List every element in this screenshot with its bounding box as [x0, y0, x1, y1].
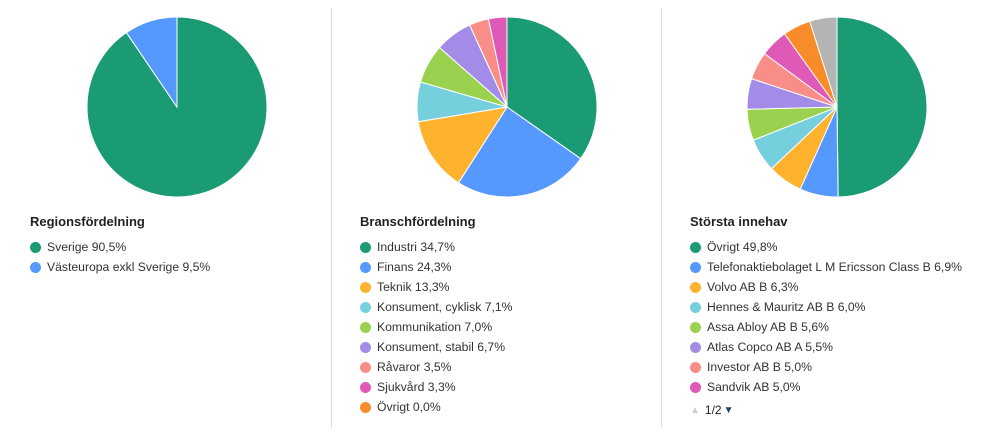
legend-item[interactable]: Volvo AB B 6,3% [690, 277, 962, 297]
legend-label: Konsument, cyklisk 7,1% [377, 300, 513, 314]
legend-pager: ▲ 1/2 ▼ [690, 403, 734, 417]
pie-chart-holdings [746, 16, 928, 198]
pie-slice-0[interactable] [506, 16, 598, 160]
legend-label: Övrigt 49,8% [707, 240, 778, 254]
legend-label: Hennes & Mauritz AB B 6,0% [707, 300, 866, 314]
pie-slice-7[interactable] [487, 16, 508, 108]
pie-slice-1[interactable] [457, 106, 582, 198]
legend-swatch [690, 261, 701, 273]
legend-label: Sjukvård 3,3% [377, 380, 456, 394]
legend-item[interactable]: Investor AB B 5,0% [690, 357, 962, 377]
chart-title-industry: Branschfördelning [360, 214, 476, 229]
legend-label: Volvo AB B 6,3% [707, 280, 799, 294]
legend-label: Sverige 90,5% [47, 240, 127, 254]
legend-swatch [690, 361, 701, 373]
legend-swatch [360, 281, 371, 293]
legend-item[interactable]: Konsument, cyklisk 7,1% [360, 297, 512, 317]
pager-down-icon[interactable]: ▼ [723, 404, 734, 416]
legend-item[interactable]: Sandvik AB 5,0% [690, 377, 962, 397]
panel-divider [331, 8, 332, 428]
legend-label: Telefonaktiebolaget L M Ericsson Class B… [707, 260, 962, 274]
legend-label: Sandvik AB 5,0% [707, 380, 801, 394]
legend-swatch [360, 381, 371, 393]
legend-item[interactable]: Telefonaktiebolaget L M Ericsson Class B… [690, 257, 962, 277]
legend-label: Industri 34,7% [377, 240, 455, 254]
legend-swatch [690, 281, 701, 293]
pager-up-icon[interactable]: ▲ [690, 404, 700, 416]
pager-text: 1/2 [704, 403, 722, 417]
legend-label: Övrigt 0,0% [377, 400, 441, 414]
legend-region: Sverige 90,5% Västeuropa exkl Sverige 9,5… [30, 237, 210, 277]
legend-item[interactable]: Atlas Copco AB A 5,5% [690, 337, 962, 357]
legend-item[interactable]: Sverige 90,5% [30, 237, 210, 257]
legend-swatch [360, 401, 371, 413]
legend-item[interactable]: Finans 24,3% [360, 257, 512, 277]
legend-label: Råvaror 3,5% [377, 360, 452, 374]
pie-chart-region [86, 16, 268, 198]
legend-label: Teknik 13,3% [377, 280, 450, 294]
legend-label: Investor AB B 5,0% [707, 360, 813, 374]
chart-panel-holdings: Största innehav Övrigt 49,8% Telefonaktie… [690, 0, 987, 433]
legend-item[interactable]: Västeuropa exkl Sverige 9,5% [30, 257, 210, 277]
chart-title-holdings: Största innehav [690, 214, 788, 229]
legend-holdings: Övrigt 49,8% Telefonaktiebolaget L M Eric… [690, 237, 962, 397]
legend-item[interactable]: Sjukvård 3,3% [360, 377, 512, 397]
legend-label: Konsument, stabil 6,7% [377, 340, 506, 354]
legend-swatch [360, 321, 371, 333]
legend-item[interactable]: Assa Abloy AB B 5,6% [690, 317, 962, 337]
chart-panel-industry: Branschfördelning Industri 34,7% Finans 2… [360, 0, 657, 433]
legend-item[interactable]: Övrigt 0,0% [360, 397, 512, 417]
legend-label: Kommunikation 7,0% [377, 320, 493, 334]
legend-swatch [690, 301, 701, 313]
panel-divider [661, 8, 662, 428]
legend-label: Västeuropa exkl Sverige 9,5% [47, 260, 211, 274]
legend-label: Atlas Copco AB A 5,5% [707, 340, 834, 354]
legend-swatch [30, 261, 41, 273]
legend-industry: Industri 34,7% Finans 24,3% Teknik 13,3% Ko… [360, 237, 512, 417]
legend-item[interactable]: Kommunikation 7,0% [360, 317, 512, 337]
legend-label: Assa Abloy AB B 5,6% [707, 320, 829, 334]
pie-slice-1[interactable] [125, 16, 178, 109]
chart-panel-region: Regionsfördelning Sverige 90,5% Västeurop… [30, 0, 327, 433]
legend-item[interactable]: Industri 34,7% [360, 237, 512, 257]
legend-item[interactable]: Konsument, stabil 6,7% [360, 337, 512, 357]
pie-slice-0[interactable] [836, 16, 928, 198]
legend-swatch [30, 241, 41, 253]
legend-swatch [690, 341, 701, 353]
legend-swatch [360, 301, 371, 313]
legend-item[interactable]: Övrigt 49,8% [690, 237, 962, 257]
legend-swatch [690, 381, 701, 393]
pie-slice-9[interactable] [809, 16, 838, 108]
legend-swatch [360, 361, 371, 373]
chart-title-region: Regionsfördelning [30, 214, 145, 229]
legend-swatch [690, 241, 701, 253]
legend-swatch [360, 241, 371, 253]
legend-item[interactable]: Råvaror 3,5% [360, 357, 512, 377]
pie-slice-2[interactable] [417, 106, 509, 184]
legend-item[interactable]: Hennes & Mauritz AB B 6,0% [690, 297, 962, 317]
legend-swatch [690, 321, 701, 333]
legend-label: Finans 24,3% [377, 260, 452, 274]
legend-swatch [360, 341, 371, 353]
pie-chart-industry [416, 16, 598, 198]
legend-item[interactable]: Teknik 13,3% [360, 277, 512, 297]
legend-swatch [360, 261, 371, 273]
